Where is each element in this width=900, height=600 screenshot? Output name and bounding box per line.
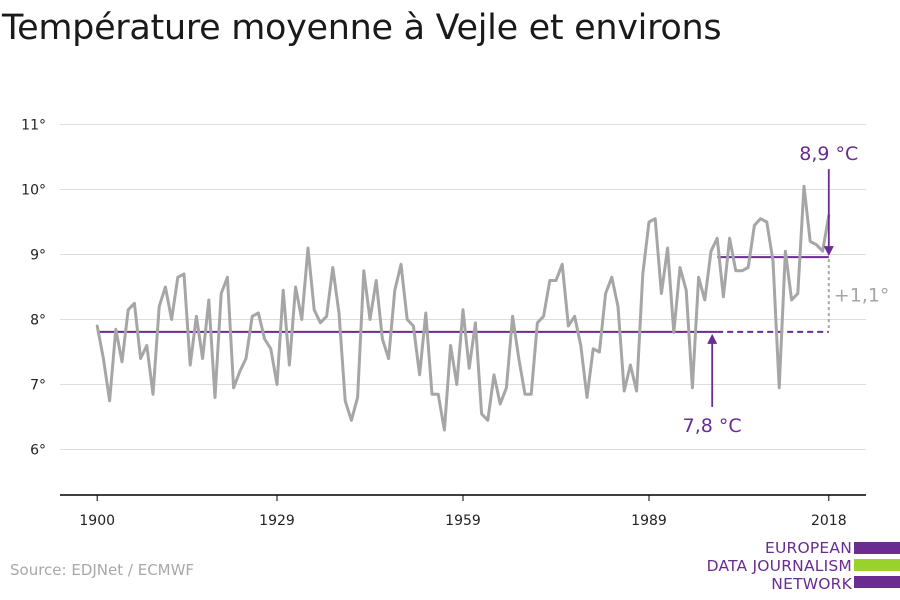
y-tick-label: 9° [30, 248, 46, 264]
x-tick-label: 1929 [259, 513, 295, 529]
x-tick-label: 1989 [631, 513, 667, 529]
y-tick-label: 10° [21, 183, 46, 199]
logo-line-1: EUROPEAN [764, 539, 852, 557]
logo-bar-top [854, 542, 900, 554]
x-tick-label: 2018 [811, 513, 847, 529]
temperature-chart: 6° 7° 8° 9° 10° 11° 1900 1929 1959 1989 2018 7,8 … [21, 118, 890, 530]
gridlines [60, 124, 866, 450]
x-tick-label: 1959 [445, 513, 481, 529]
edjnet-logo: EUROPEAN DATA JOURNALISM NETWORK [700, 538, 900, 600]
annotations: 7,8 °C 8,9 °C +1,1° [683, 143, 890, 437]
logo-bar-bottom [854, 576, 900, 588]
logo-bar-middle [854, 559, 900, 571]
y-tick-label: 8° [30, 313, 46, 329]
series-layer [95, 184, 831, 432]
source-note: Source: EDJNet / ECMWF [10, 561, 195, 579]
logo-line-3: NETWORK [771, 575, 852, 593]
y-tick-label: 7° [30, 378, 46, 394]
recent-value-label: 8,9 °C [799, 143, 858, 165]
temperature-series-line [95, 184, 831, 432]
logo-line-2: DATA JOURNALISM [706, 557, 852, 575]
x-axis: 1900 1929 1959 1989 2018 [60, 494, 866, 529]
chart-title: Température moyenne à Vejle et environs [2, 8, 722, 48]
baseline-value-label: 7,8 °C [683, 415, 742, 437]
x-tick-label: 1900 [79, 513, 115, 529]
y-tick-label: 11° [21, 118, 46, 134]
delta-label: +1,1° [834, 284, 890, 306]
y-tick-label: 6° [30, 443, 46, 459]
y-axis-ticks: 6° 7° 8° 9° 10° 11° [21, 118, 46, 459]
